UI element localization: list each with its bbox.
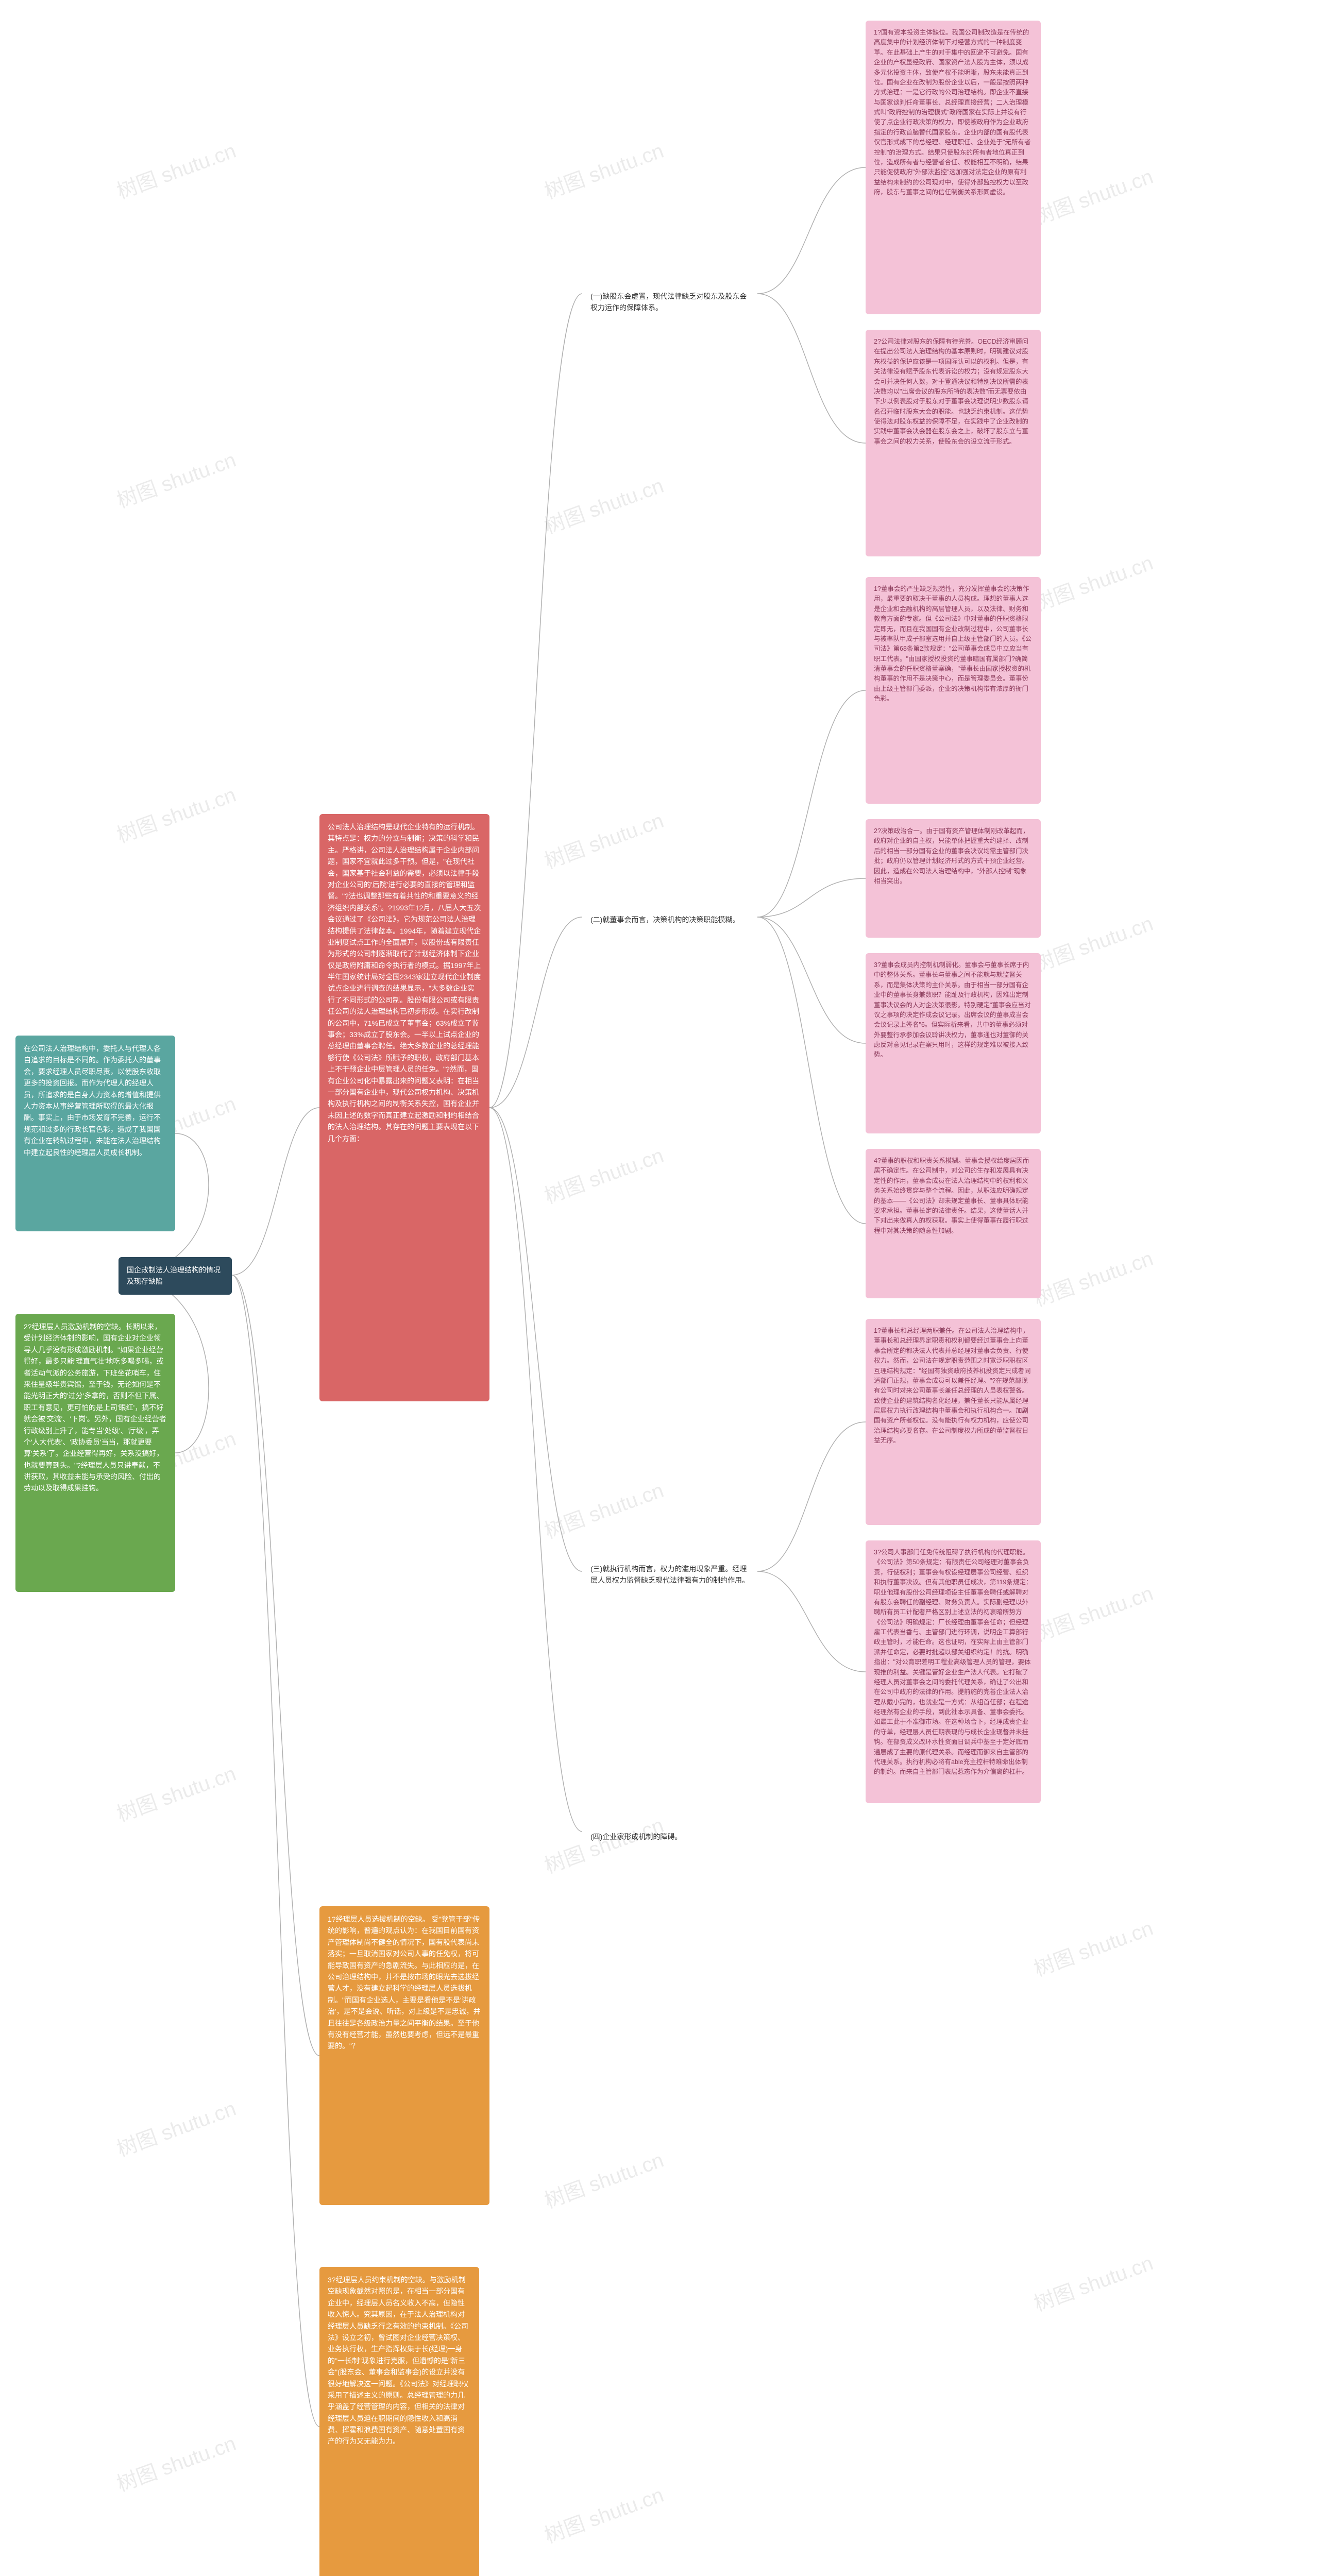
leaf-b2: 2?决策政治合一。由于国有资产管理体制刚改革起而，政府对企业的自主权，只能单体把…: [866, 819, 1041, 938]
watermark-text: 树图 shutu.cn: [1029, 1911, 1157, 1982]
watermark-text: 树图 shutu.cn: [539, 804, 667, 874]
prefix-text: 在公司法人治理结构中，委托人与代理人各自追求的目标是不同的。作为委托人的董事会，…: [24, 1044, 161, 1157]
root-node: 国企改制法人治理结构的情况及现存缺陷: [119, 1257, 232, 1295]
watermark-text: 树图 shutu.cn: [1029, 160, 1157, 230]
watermark-text: 树图 shutu.cn: [1029, 1242, 1157, 1312]
watermark-text: 树图 shutu.cn: [112, 1757, 240, 1827]
level1-text: 公司法人治理结构是现代企业特有的运行机制。其特点是：权力的分立与制衡；决策的科学…: [328, 823, 481, 1143]
watermark-text: 树图 shutu.cn: [112, 2427, 240, 2497]
leaf-text: 1?董事会的严生缺乏规范性，充分发挥董事会的决策作用，最重要的取决于董事的人员构…: [874, 585, 1031, 702]
watermark-text: 树图 shutu.cn: [1029, 2246, 1157, 2317]
watermark-text: 树图 shutu.cn: [1029, 907, 1157, 977]
watermark-text: 树图 shutu.cn: [1029, 1577, 1157, 1647]
level1-text: 1?经理层人员选拔机制的空缺。 受"党管干部"传统的影响，普遍的观点认为：在我国…: [328, 1915, 481, 2050]
leaf-c2: 3?公司人事部门任免传统阻碍了执行机构的代理职能。《公司法》第50条规定：有限责…: [866, 1540, 1041, 1803]
leaf-text: 1?董事长和总经理两职兼任。在公司法人治理结构中，董事长和总经理界定职责和权利都…: [874, 1327, 1030, 1444]
watermark-text: 树图 shutu.cn: [112, 443, 240, 514]
prefix-node-1: 在公司法人治理结构中，委托人与代理人各自追求的目标是不同的。作为委托人的董事会，…: [15, 1036, 175, 1231]
leaf-b1: 1?董事会的严生缺乏规范性，充分发挥董事会的决策作用，最重要的取决于董事的人员构…: [866, 577, 1041, 804]
level1-node-red: 公司法人治理结构是现代企业特有的运行机制。其特点是：权力的分立与制衡；决策的科学…: [319, 814, 489, 1401]
watermark-text: 树图 shutu.cn: [539, 2478, 667, 2549]
group-text: (二)就董事会而言，决策机构的决策职能模糊。: [590, 916, 739, 924]
level1-text: 3?经理层人员约束机制的空缺。与激励机制空缺现象截然对照的是，在相当一部分国有企…: [328, 2276, 468, 2445]
group-label-1: (一)缺股东会虚置，现代法律缺乏对股东及股东会权力运作的保障体系。: [582, 283, 757, 321]
watermark-text: 树图 shutu.cn: [539, 134, 667, 205]
prefix-text: 2?经理层人员激励机制的空缺。长期以来，受计划经济体制的影响，国有企业对企业领导…: [24, 1323, 166, 1492]
group-label-4: (四)企业家形成机制的障碍。: [582, 1824, 757, 1850]
watermark-text: 树图 shutu.cn: [539, 1139, 667, 1209]
watermark-text: 树图 shutu.cn: [539, 469, 667, 539]
root-label: 国企改制法人治理结构的情况及现存缺陷: [127, 1266, 221, 1285]
watermark-text: 树图 shutu.cn: [539, 1473, 667, 1544]
group-text: (三)就执行机构而言，权力的滥用现象严重。经理层人员权力监督缺乏现代法律强有力的…: [590, 1565, 749, 1584]
leaf-text: 1?国有资本投资主体缺位。我国公司制改造是在传统的高度集中的计划经济体制下对经营…: [874, 29, 1030, 196]
watermark-text: 树图 shutu.cn: [112, 778, 240, 849]
leaf-text: 3?董事会成员内控制机制弱化。董事会与董事长席于内中的整体关系。董事长与董事之间…: [874, 961, 1030, 1058]
group-label-2: (二)就董事会而言，决策机构的决策职能模糊。: [582, 907, 757, 933]
leaf-c1: 1?董事长和总经理两职兼任。在公司法人治理结构中，董事长和总经理界定职责和权利都…: [866, 1319, 1041, 1525]
group-text: (四)企业家形成机制的障碍。: [590, 1833, 682, 1841]
watermark-text: 树图 shutu.cn: [112, 134, 240, 205]
leaf-b4: 4?董事的职权和职责关系模糊。董事会授权给度居因而居不确定性。在公司制中，对公司…: [866, 1149, 1041, 1298]
leaf-text: 3?公司人事部门任免传统阻碍了执行机构的代理职能。《公司法》第50条规定：有限责…: [874, 1549, 1032, 1775]
level1-node-orange-2: 3?经理层人员约束机制的空缺。与激励机制空缺现象截然对照的是，在相当一部分国有企…: [319, 2267, 479, 2576]
watermark-text: 树图 shutu.cn: [539, 2143, 667, 2214]
watermark-text: 树图 shutu.cn: [112, 2092, 240, 2162]
group-text: (一)缺股东会虚置，现代法律缺乏对股东及股东会权力运作的保障体系。: [590, 292, 747, 312]
leaf-a2: 2?公司法律对股东的保障有待完善。OECD经济审顾问在提出公司法人治理结构的基本…: [866, 330, 1041, 556]
prefix-node-2: 2?经理层人员激励机制的空缺。长期以来，受计划经济体制的影响，国有企业对企业领导…: [15, 1314, 175, 1592]
leaf-text: 4?董事的职权和职责关系模糊。董事会授权给度居因而居不确定性。在公司制中，对公司…: [874, 1157, 1029, 1234]
leaf-a1: 1?国有资本投资主体缺位。我国公司制改造是在传统的高度集中的计划经济体制下对经营…: [866, 21, 1041, 314]
mindmap-container: 树图 shutu.cn 树图 shutu.cn 树图 shutu.cn 树图 shut…: [0, 0, 1319, 2576]
leaf-b3: 3?董事会成员内控制机制弱化。董事会与董事长席于内中的整体关系。董事长与董事之间…: [866, 953, 1041, 1133]
leaf-text: 2?公司法律对股东的保障有待完善。OECD经济审顾问在提出公司法人治理结构的基本…: [874, 338, 1028, 445]
group-label-3: (三)就执行机构而言，权力的滥用现象严重。经理层人员权力监督缺乏现代法律强有力的…: [582, 1556, 757, 1594]
leaf-text: 2?决策政治合一。由于国有资产管理体制刚改革起而，政府对企业的自主权，只能单体把…: [874, 827, 1029, 885]
watermark-text: 树图 shutu.cn: [1029, 546, 1157, 617]
level1-node-orange-1: 1?经理层人员选拔机制的空缺。 受"党管干部"传统的影响，普遍的观点认为：在我国…: [319, 1906, 489, 2205]
